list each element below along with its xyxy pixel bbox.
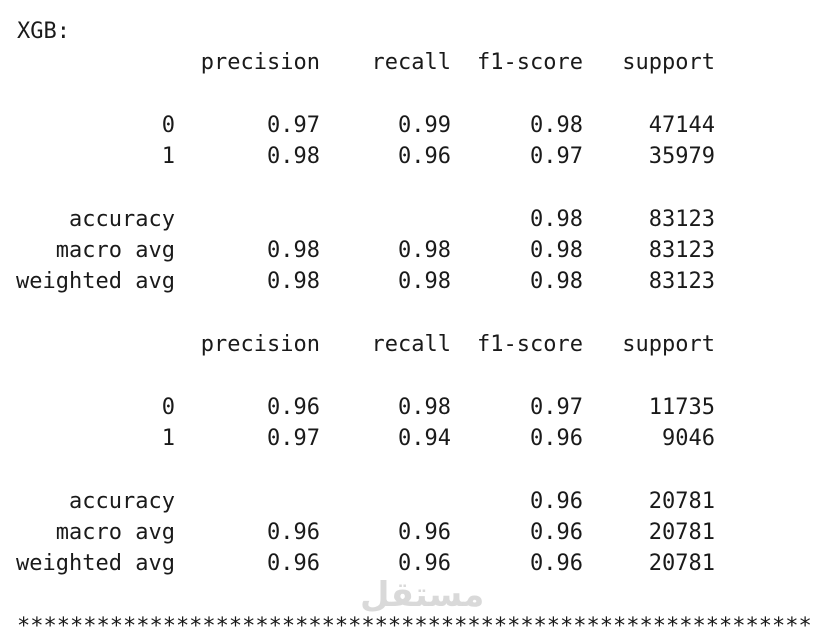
metric-value: 83123 bbox=[648, 238, 715, 264]
row-label: accuracy bbox=[69, 488, 175, 514]
row-label: weighted avg bbox=[16, 269, 175, 295]
column-header: precision bbox=[200, 332, 320, 357]
metric-value: 20781 bbox=[648, 519, 715, 545]
metric-value: 0.98 bbox=[267, 144, 320, 170]
row-label: 1 bbox=[161, 144, 175, 170]
metric-value: 83123 bbox=[648, 269, 715, 295]
column-header: f1-score bbox=[477, 332, 583, 357]
metric-value: 0.96 bbox=[398, 144, 451, 170]
metric-value: 0.96 bbox=[530, 551, 583, 577]
metric-value: 0.98 bbox=[267, 238, 320, 264]
metric-value: 0.96 bbox=[530, 519, 583, 545]
row-label: weighted avg bbox=[16, 551, 175, 577]
column-header: support bbox=[622, 332, 715, 357]
row-label: macro avg bbox=[55, 519, 175, 545]
metric-value: 0.96 bbox=[267, 519, 320, 545]
metric-value: 0.96 bbox=[530, 425, 583, 451]
metric-value: 11735 bbox=[648, 394, 715, 420]
metric-value: 0.98 bbox=[530, 206, 583, 232]
title: XGB: bbox=[17, 19, 70, 44]
metric-value: 0.99 bbox=[398, 112, 451, 138]
column-header: recall bbox=[371, 50, 451, 76]
metric-value: 0.94 bbox=[398, 425, 451, 451]
metric-value: 0.98 bbox=[530, 112, 583, 138]
metric-value: 0.98 bbox=[530, 238, 583, 264]
metric-value: 20781 bbox=[648, 551, 715, 577]
metric-value: 0.97 bbox=[530, 144, 583, 170]
metric-value: 0.96 bbox=[267, 551, 320, 577]
row-label: macro avg bbox=[55, 238, 175, 264]
metric-value: 9046 bbox=[662, 425, 715, 451]
metric-value: 0.98 bbox=[267, 269, 320, 295]
row-label: 0 bbox=[161, 394, 175, 420]
metric-value: 0.98 bbox=[530, 269, 583, 295]
metric-value: 83123 bbox=[648, 206, 715, 232]
row-label: 0 bbox=[161, 112, 175, 138]
metric-value: 0.96 bbox=[398, 519, 451, 545]
metric-value: 0.97 bbox=[267, 112, 320, 138]
metric-value: 0.98 bbox=[398, 238, 451, 264]
row-label: accuracy bbox=[69, 206, 175, 232]
metric-value: 0.97 bbox=[530, 394, 583, 420]
metric-value: 0.96 bbox=[267, 394, 320, 420]
column-header: precision bbox=[200, 50, 320, 76]
column-header: recall bbox=[371, 332, 451, 357]
watermark: مستقل bbox=[360, 575, 485, 615]
column-header: support bbox=[622, 50, 715, 76]
metric-value: 0.97 bbox=[267, 425, 320, 451]
metric-value: 0.96 bbox=[398, 551, 451, 577]
separator: ****************************************… bbox=[17, 613, 812, 639]
metric-value: 0.98 bbox=[398, 269, 451, 295]
metric-value: 35979 bbox=[648, 144, 715, 170]
metric-value: 20781 bbox=[648, 488, 715, 514]
metric-value: 0.96 bbox=[530, 488, 583, 514]
metric-value: 0.98 bbox=[398, 394, 451, 420]
row-label: 1 bbox=[161, 425, 175, 451]
column-header: f1-score bbox=[477, 50, 583, 76]
metric-value: 47144 bbox=[648, 112, 715, 138]
